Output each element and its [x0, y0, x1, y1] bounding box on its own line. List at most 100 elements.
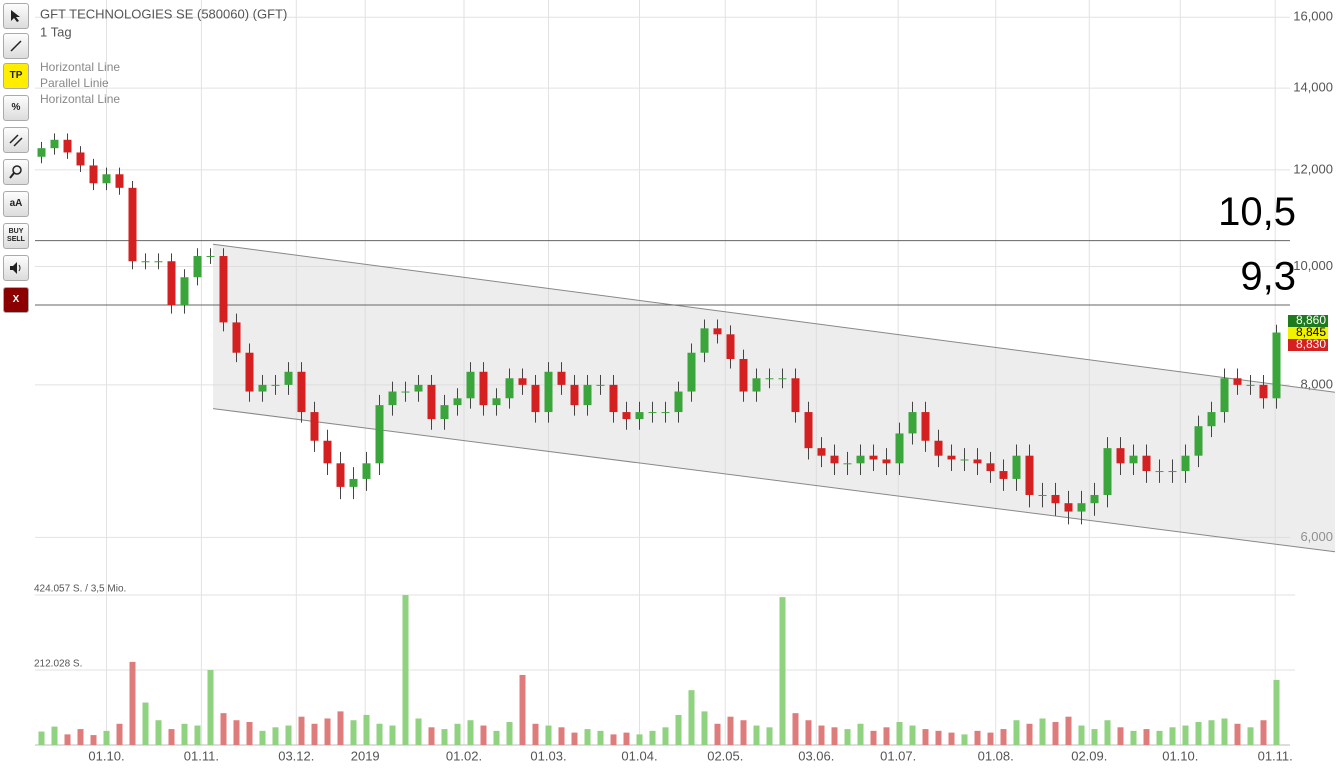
candle-body — [869, 455, 878, 460]
volume-bar — [753, 725, 760, 745]
volume-bar — [1117, 727, 1124, 745]
price-label: 8,845 — [1296, 325, 1326, 339]
candle-body — [518, 378, 527, 385]
volume-bar — [272, 727, 279, 745]
candle-body — [609, 384, 618, 413]
candle-body — [921, 412, 930, 441]
candle-body — [830, 455, 839, 464]
volume-bar — [571, 732, 578, 745]
price-label-box — [1288, 315, 1328, 327]
volume-bar — [1130, 730, 1137, 745]
sound-tool[interactable] — [3, 255, 29, 281]
percent-tool[interactable]: % — [3, 95, 29, 121]
volume-bar — [688, 690, 695, 745]
candle-body — [960, 459, 969, 461]
y-tick-label: 16,000 — [1293, 9, 1333, 24]
candle-body — [375, 405, 384, 464]
candle-body — [882, 459, 891, 464]
volume-bar — [597, 730, 604, 745]
price-label-box — [1288, 339, 1328, 351]
volume-bar — [207, 670, 214, 745]
candle-body — [752, 378, 761, 392]
candle-body — [661, 412, 670, 414]
candle-body — [843, 463, 852, 465]
horizontal-line-label: 10,5 — [1218, 190, 1296, 234]
candle-body — [1194, 426, 1203, 456]
candle-body — [453, 398, 462, 406]
x-tick-label: 01.04. — [621, 748, 657, 763]
x-tick-label: 01.11. — [184, 748, 219, 763]
volume-bar — [467, 720, 474, 745]
volume-bar — [857, 723, 864, 745]
candle-body — [648, 412, 657, 414]
volume-bar — [909, 725, 916, 745]
volume-bar — [103, 730, 110, 745]
volume-bar — [792, 713, 799, 745]
volume-bar — [935, 730, 942, 745]
line-tool[interactable] — [3, 33, 29, 59]
volume-bar — [623, 732, 630, 745]
candle-body — [596, 384, 605, 386]
volume-bar — [181, 723, 188, 745]
volume-bar — [324, 718, 331, 745]
candle-body — [76, 152, 85, 166]
candle-body — [635, 412, 644, 420]
volume-bar — [376, 723, 383, 745]
candle-body — [908, 412, 917, 434]
volume-bar — [1026, 723, 1033, 745]
icon — [9, 165, 22, 179]
x-tick-label: 01.02. — [446, 748, 482, 763]
tp-tool[interactable]: TP — [3, 63, 29, 89]
candle-body — [674, 391, 683, 413]
candle-body — [544, 371, 553, 413]
volume-bar — [233, 720, 240, 745]
candle-body — [128, 187, 137, 262]
candle-body — [1168, 471, 1177, 473]
candle-body — [492, 398, 501, 406]
parallel-tool[interactable] — [3, 127, 29, 153]
volume-bar — [38, 731, 45, 745]
candle-body — [1220, 378, 1229, 413]
volume-bar — [922, 729, 929, 745]
candle-body — [817, 448, 826, 456]
volume-bar — [1247, 727, 1254, 745]
volume-bar — [363, 714, 370, 745]
volume-bar — [740, 720, 747, 745]
volume-bar — [1078, 725, 1085, 745]
volume-bar — [51, 726, 58, 745]
chart-title: GFT TECHNOLOGIES SE (580060) (GFT) — [40, 6, 287, 21]
volume-bar — [194, 725, 201, 745]
candle-body — [219, 256, 228, 323]
candle-body — [1181, 455, 1190, 472]
volume-bar — [389, 725, 396, 745]
volume-bar — [779, 597, 786, 745]
candle-body — [50, 139, 59, 149]
candle-body — [583, 384, 592, 406]
candle-body — [1038, 494, 1047, 496]
buy-sell-tool[interactable]: BUY SELL — [3, 223, 29, 249]
x-tick-label: 03.06. — [798, 748, 834, 763]
icon — [10, 262, 21, 274]
text-tool[interactable]: aA — [3, 191, 29, 217]
volume-bar — [1065, 716, 1072, 745]
volume-bar — [428, 727, 435, 745]
candle-body — [1233, 378, 1242, 385]
volume-bar — [883, 727, 890, 745]
icon — [10, 40, 22, 52]
candle-body — [89, 165, 98, 184]
candle-body — [401, 391, 410, 393]
candle-body — [934, 440, 943, 456]
volume-bar — [558, 727, 565, 745]
close-tool[interactable]: X — [3, 287, 29, 313]
candle-body — [557, 371, 566, 385]
pointer-tool[interactable] — [3, 3, 29, 29]
price-label: 8,860 — [1296, 313, 1326, 327]
volume-bar — [1195, 722, 1202, 745]
subtitle: 1 Tag — [40, 24, 72, 39]
zoom-tool[interactable] — [3, 159, 29, 185]
volume-bar — [727, 716, 734, 745]
volume-bar — [1182, 725, 1189, 745]
volume-bar — [90, 735, 97, 745]
volume-bar — [662, 727, 669, 745]
toolbar: TP % aA BUY SELL X — [0, 0, 33, 775]
